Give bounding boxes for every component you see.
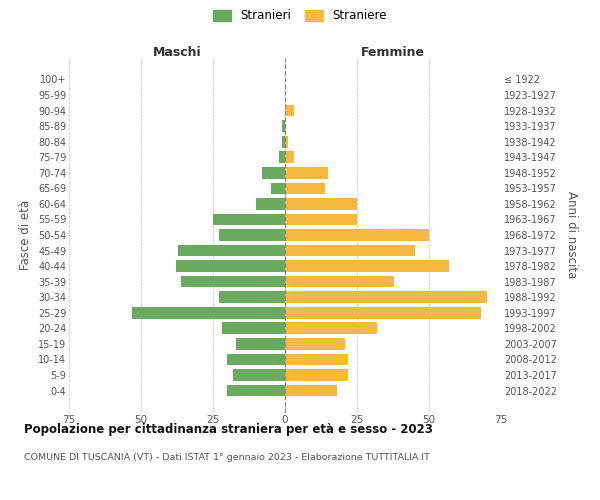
Bar — [285, 338, 346, 349]
Bar — [219, 292, 285, 303]
Bar — [285, 307, 481, 318]
Bar — [221, 322, 285, 334]
Bar — [285, 167, 328, 178]
Y-axis label: Fasce di età: Fasce di età — [19, 200, 32, 270]
Bar — [285, 229, 429, 241]
Bar — [271, 182, 285, 194]
Bar — [181, 276, 285, 287]
Bar — [178, 244, 285, 256]
Text: COMUNE DI TUSCANIA (VT) - Dati ISTAT 1° gennaio 2023 - Elaborazione TUTTITALIA.I: COMUNE DI TUSCANIA (VT) - Dati ISTAT 1° … — [24, 452, 430, 462]
Bar — [133, 307, 285, 318]
Bar — [236, 338, 285, 349]
Bar — [285, 292, 487, 303]
Bar — [282, 120, 285, 132]
Bar — [285, 369, 349, 381]
Bar — [227, 384, 285, 396]
Text: Popolazione per cittadinanza straniera per età e sesso - 2023: Popolazione per cittadinanza straniera p… — [24, 422, 433, 436]
Bar — [227, 354, 285, 366]
Bar — [176, 260, 285, 272]
Legend: Stranieri, Straniere: Stranieri, Straniere — [209, 6, 391, 26]
Bar — [285, 276, 394, 287]
Bar — [285, 198, 357, 209]
Bar — [285, 152, 293, 163]
Bar — [282, 136, 285, 147]
Y-axis label: Anni di nascita: Anni di nascita — [565, 192, 578, 278]
Bar — [285, 244, 415, 256]
Bar — [285, 136, 288, 147]
Text: Maschi: Maschi — [152, 46, 202, 59]
Bar — [285, 104, 293, 117]
Text: Femmine: Femmine — [361, 46, 425, 59]
Bar — [285, 384, 337, 396]
Bar — [219, 229, 285, 241]
Bar — [262, 167, 285, 178]
Bar — [285, 354, 349, 366]
Bar — [285, 322, 377, 334]
Bar — [213, 214, 285, 226]
Bar — [279, 152, 285, 163]
Bar — [285, 214, 357, 226]
Bar — [285, 182, 325, 194]
Bar — [285, 260, 449, 272]
Bar — [256, 198, 285, 209]
Bar — [233, 369, 285, 381]
